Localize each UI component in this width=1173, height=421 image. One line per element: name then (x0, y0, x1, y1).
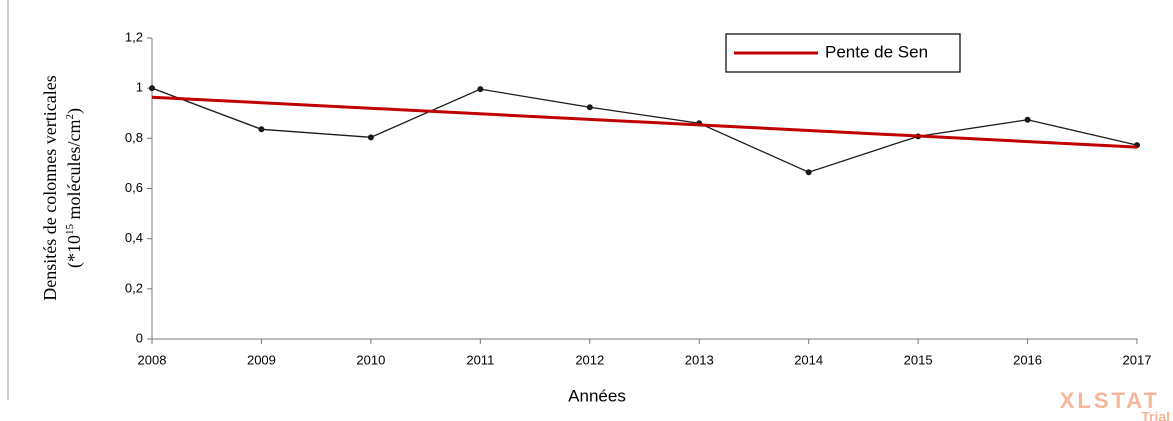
x-tick-label: 2010 (356, 352, 385, 367)
x-tick-label: 2013 (685, 352, 714, 367)
y-tick-label: 1 (136, 80, 143, 95)
data-point (367, 134, 374, 141)
data-point (258, 126, 265, 133)
x-tick-label: 2012 (575, 352, 604, 367)
x-tick-label: 2008 (138, 352, 167, 367)
trend-line (151, 95, 1138, 149)
x-tick-label: 2017 (1123, 352, 1152, 367)
superscript: 2 (64, 114, 76, 120)
y-tick-label: 0 (136, 330, 143, 345)
y-tick-label: 0,4 (125, 230, 143, 245)
y-tick-label: 0,8 (125, 130, 143, 145)
y-axis-label-line: (*1015 molécules/cm2) (64, 108, 86, 268)
x-tick-label: 2011 (466, 352, 494, 367)
y-tick-label: 0,2 (125, 280, 143, 295)
x-tick-label: 2014 (794, 352, 823, 367)
data-point (1024, 116, 1031, 123)
data-line (151, 87, 1138, 173)
data-point (805, 169, 812, 176)
y-axis-label: Densités de colonnes verticales (*1015 m… (40, 75, 85, 300)
data-point (477, 86, 484, 93)
label-part: (*10 (64, 235, 85, 268)
x-axis-label: Années (568, 386, 626, 405)
data-point (586, 104, 593, 111)
label-part: molécules/cm (64, 120, 84, 224)
y-tick-label: 1,2 (125, 29, 143, 44)
legend-label: Pente de Sen (825, 42, 928, 61)
label-part: ) (64, 108, 85, 114)
x-tick-label: 2016 (1013, 352, 1042, 367)
superscript: 15 (64, 223, 76, 235)
watermark: Trial (1141, 409, 1170, 421)
y-axis-label-line: Densités de colonnes verticales (40, 75, 60, 300)
x-tick-label: 2009 (247, 352, 276, 367)
data-point (149, 85, 155, 92)
x-tick-label: 2015 (904, 352, 933, 367)
y-tick-label: 0,6 (125, 180, 143, 195)
watermark: XLSTAT (1060, 388, 1160, 413)
